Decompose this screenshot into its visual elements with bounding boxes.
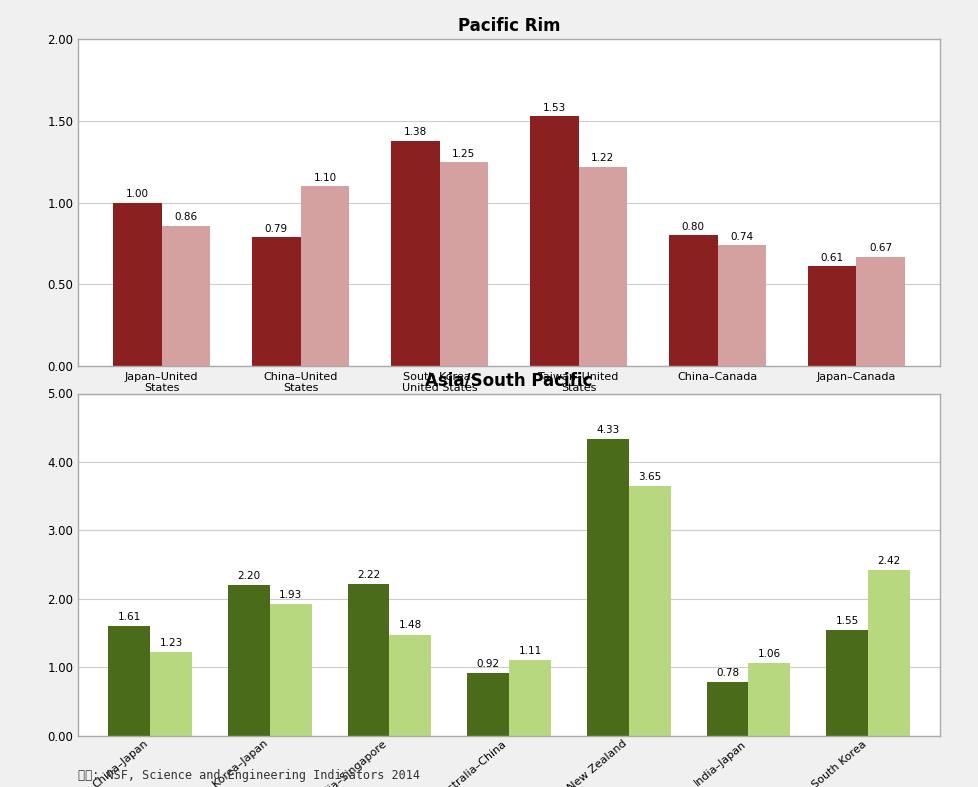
Text: 1.61: 1.61 — [117, 611, 141, 622]
Text: 1.10: 1.10 — [313, 173, 336, 183]
Bar — [109, 626, 150, 736]
Bar — [509, 660, 551, 736]
Text: 0.80: 0.80 — [681, 222, 704, 232]
Title: Asia/South Pacific: Asia/South Pacific — [425, 371, 592, 389]
Text: 0.61: 0.61 — [820, 253, 843, 263]
Text: 2.42: 2.42 — [876, 556, 900, 566]
Legend: 1997, 2012: 1997, 2012 — [448, 435, 569, 458]
Text: 3.65: 3.65 — [638, 472, 660, 482]
Text: 2.22: 2.22 — [357, 570, 379, 580]
Bar — [668, 235, 717, 366]
Text: 0.67: 0.67 — [868, 243, 891, 253]
Text: 1.93: 1.93 — [279, 589, 302, 600]
Bar — [867, 570, 909, 736]
Bar — [150, 652, 192, 736]
Text: 1.55: 1.55 — [834, 615, 858, 626]
Text: 1.48: 1.48 — [398, 620, 422, 630]
Text: 1.25: 1.25 — [452, 149, 475, 158]
Bar — [529, 116, 578, 366]
Text: 1.00: 1.00 — [126, 190, 149, 199]
Bar — [717, 245, 766, 366]
Bar — [347, 584, 389, 736]
Text: 1.22: 1.22 — [591, 153, 614, 164]
Text: 1.11: 1.11 — [518, 646, 541, 656]
Bar — [467, 673, 509, 736]
Text: 0.74: 0.74 — [730, 232, 753, 242]
Bar — [300, 187, 349, 366]
Text: 2.20: 2.20 — [237, 571, 260, 581]
Text: 1.53: 1.53 — [542, 103, 565, 113]
Title: Pacific Rim: Pacific Rim — [458, 17, 559, 35]
Text: 0.79: 0.79 — [264, 224, 288, 234]
Text: 출처: NSF, Science and Engineering Indicators 2014: 출처: NSF, Science and Engineering Indicat… — [78, 769, 420, 782]
Text: 0.92: 0.92 — [476, 659, 499, 669]
Bar — [390, 141, 439, 366]
Bar — [112, 203, 161, 366]
Bar — [825, 630, 867, 736]
Bar — [161, 226, 210, 366]
Bar — [747, 663, 789, 736]
Bar — [856, 257, 905, 366]
Text: 1.06: 1.06 — [757, 649, 780, 660]
Bar — [586, 439, 628, 736]
Bar — [706, 682, 747, 736]
Bar — [270, 604, 311, 736]
Text: 0.86: 0.86 — [174, 212, 198, 222]
Text: 1.23: 1.23 — [159, 637, 183, 648]
Text: 4.33: 4.33 — [596, 425, 619, 435]
Text: 0.78: 0.78 — [715, 668, 738, 678]
Bar — [251, 237, 300, 366]
Bar — [439, 162, 488, 366]
Bar — [807, 266, 856, 366]
Text: 1.38: 1.38 — [403, 127, 426, 137]
Bar — [578, 167, 627, 366]
Bar — [389, 634, 431, 736]
Bar — [628, 486, 670, 736]
Bar — [228, 586, 270, 736]
